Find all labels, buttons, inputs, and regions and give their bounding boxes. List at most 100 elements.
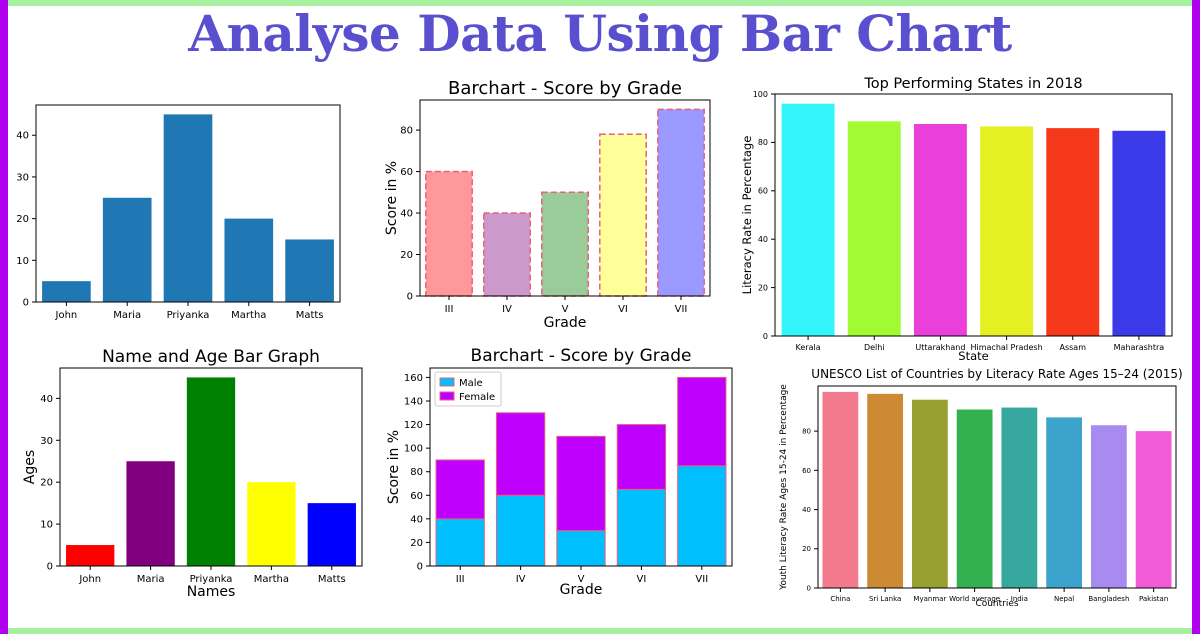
x-tick-label: Nepal — [1054, 595, 1074, 603]
x-tick-label: Matts — [318, 574, 346, 585]
y-tick-label: 40 — [802, 506, 811, 514]
x-tick-label: VI — [618, 304, 628, 315]
bar-0 — [822, 391, 859, 588]
frame-top-border — [0, 0, 1200, 6]
legend-swatch — [439, 391, 455, 401]
y-tick-label: 0 — [407, 292, 413, 303]
bar-2 — [163, 114, 213, 302]
x-tick-label: Myanmar — [913, 595, 946, 603]
bar-3 — [956, 409, 993, 588]
y-tick-label: 60 — [758, 187, 768, 196]
bar-1 — [126, 461, 175, 566]
x-tick-label: Kerala — [796, 343, 821, 352]
bar-1 — [483, 212, 531, 297]
x-tick-label: IV — [502, 304, 512, 315]
x-tick-label: Himachal Pradesh — [970, 343, 1042, 352]
bar-male-1 — [495, 494, 546, 567]
bar-7 — [1135, 431, 1172, 588]
y-tick-label: 10 — [16, 256, 29, 267]
bar-male-2 — [556, 530, 606, 567]
y-axis-label: Score in % — [384, 161, 400, 235]
x-tick-label: John — [55, 310, 78, 321]
y-axis-label: Score in % — [386, 430, 402, 504]
y-axis-label: Literacy Rate in Percentage — [740, 136, 754, 295]
bar-0 — [781, 103, 835, 337]
x-tick-label: IV — [516, 574, 526, 585]
x-tick-label: Uttarakhand — [915, 343, 965, 352]
y-tick-label: 80 — [758, 138, 768, 147]
y-tick-label: 20 — [40, 478, 53, 489]
y-tick-label: 0 — [47, 562, 53, 573]
x-tick-label: Assam — [1059, 343, 1086, 352]
bar-0 — [66, 545, 115, 566]
y-axis-label: Youth Literacy Rate Ages 15-24 in Percen… — [779, 384, 789, 591]
y-tick-label: 60 — [410, 491, 423, 502]
x-tick-label: Pakistan — [1139, 595, 1168, 603]
bar-0 — [42, 281, 91, 302]
y-tick-label: 40 — [410, 514, 423, 525]
y-tick-label: 20 — [802, 545, 811, 553]
bar-4 — [657, 108, 705, 297]
x-tick-label: Martha — [231, 310, 266, 321]
y-tick-label: 100 — [404, 444, 423, 455]
bar-female-0 — [435, 459, 485, 520]
x-tick-label: World average — [949, 595, 1000, 603]
bar-4 — [1046, 128, 1100, 336]
x-tick-label: Priyanka — [190, 574, 233, 585]
x-tick-label: Martha — [254, 574, 289, 585]
y-tick-label: 40 — [40, 394, 53, 405]
bar-2 — [913, 124, 967, 337]
y-tick-label: 20 — [410, 538, 423, 549]
y-tick-label: 0 — [417, 562, 423, 573]
bar-5 — [1046, 417, 1083, 588]
chart-title: Barchart - Score by Grade — [471, 346, 692, 366]
legend-swatch — [439, 377, 455, 387]
bar-3 — [980, 126, 1034, 336]
x-axis-label: State — [958, 349, 988, 363]
y-tick-label: 0 — [763, 332, 768, 341]
bar-3 — [599, 133, 647, 297]
bar-5 — [1112, 130, 1166, 336]
bar-male-3 — [616, 488, 667, 567]
x-tick-label: Priyanka — [167, 310, 210, 321]
x-tick-label: III — [456, 574, 465, 585]
bar-4 — [285, 239, 334, 302]
x-tick-label: Matts — [296, 310, 324, 321]
x-axis-label: Grade — [544, 315, 587, 331]
legend-label: Female — [459, 392, 495, 403]
x-axis-label: Countries — [975, 599, 1018, 609]
y-tick-label: 80 — [400, 126, 413, 137]
y-tick-label: 80 — [410, 467, 423, 478]
chart-title: Barchart - Score by Grade — [448, 78, 682, 99]
frame-right-border — [1192, 0, 1200, 634]
bar-female-2 — [556, 435, 606, 532]
y-axis-label: Ages — [22, 450, 38, 484]
x-tick-label: China — [830, 595, 850, 603]
y-tick-label: 60 — [802, 467, 811, 475]
y-tick-label: 120 — [404, 420, 423, 431]
bar-6 — [1090, 425, 1127, 588]
x-tick-label: Delhi — [864, 343, 885, 352]
x-tick-label: Bangladesh — [1088, 595, 1129, 603]
bar-female-4 — [677, 376, 727, 467]
bar-female-1 — [495, 412, 546, 496]
x-tick-label: John — [78, 574, 101, 585]
y-tick-label: 100 — [753, 90, 768, 99]
bar-1 — [847, 121, 901, 336]
x-tick-label: Maria — [137, 574, 165, 585]
x-tick-label: III — [445, 304, 454, 315]
x-tick-label: Maharashtra — [1114, 343, 1165, 352]
chart-title: Top Performing States in 2018 — [863, 76, 1082, 92]
y-tick-label: 40 — [16, 131, 29, 142]
x-tick-label: VII — [675, 304, 688, 315]
bar-1 — [102, 197, 152, 302]
x-tick-label: Maria — [113, 310, 141, 321]
y-tick-label: 60 — [400, 167, 413, 178]
y-tick-label: 40 — [758, 235, 768, 244]
y-tick-label: 30 — [16, 172, 29, 183]
bar-0 — [425, 170, 473, 297]
bar-male-4 — [677, 465, 727, 567]
